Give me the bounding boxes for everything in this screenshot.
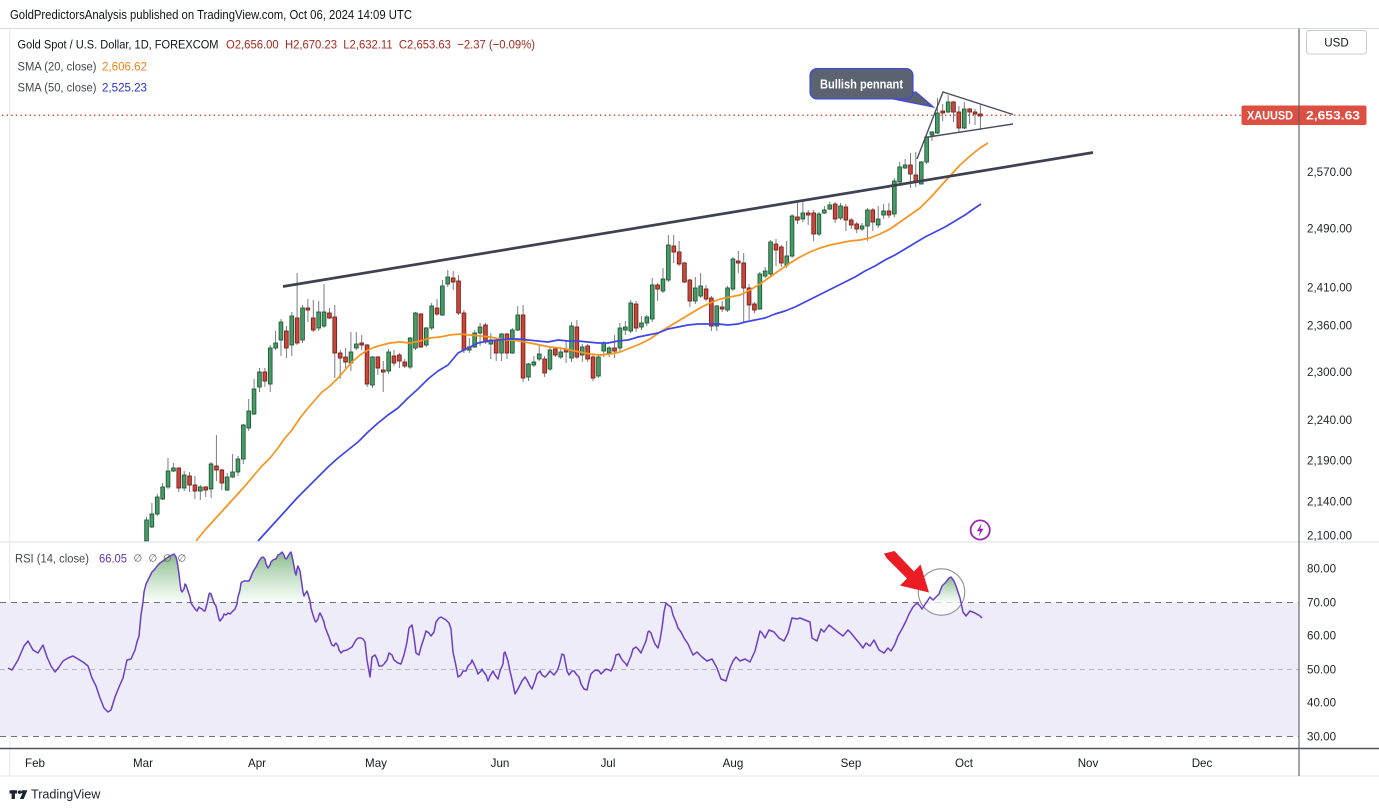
svg-text:Oct: Oct (955, 757, 974, 770)
svg-text:2,653.63: 2,653.63 (1306, 109, 1360, 123)
svg-text:2,300.00: 2,300.00 (1307, 366, 1352, 379)
svg-text:Jul: Jul (601, 757, 616, 770)
svg-text:∅: ∅ (149, 554, 158, 565)
svg-text:SMA (20, close): SMA (20, close) (18, 60, 97, 74)
svg-text:30.00: 30.00 (1307, 731, 1336, 744)
svg-text:2,240.00: 2,240.00 (1307, 414, 1352, 427)
svg-text:2,606.62: 2,606.62 (102, 60, 147, 74)
svg-text:Mar: Mar (133, 757, 153, 770)
svg-text:May: May (365, 757, 387, 770)
svg-text:∅: ∅ (163, 554, 172, 565)
svg-text:40.00: 40.00 (1307, 697, 1336, 710)
svg-text:2,410.00: 2,410.00 (1307, 282, 1352, 295)
svg-text:RSI (14, close): RSI (14, close) (15, 552, 89, 566)
svg-text:GoldPredictorsAnalysis publish: GoldPredictorsAnalysis published on Trad… (10, 8, 412, 22)
svg-text:SMA (50, close): SMA (50, close) (18, 81, 97, 95)
svg-text:60.00: 60.00 (1307, 630, 1336, 643)
svg-text:2,140.00: 2,140.00 (1307, 496, 1352, 509)
svg-text:Sep: Sep (841, 757, 862, 770)
svg-text:2,570.00: 2,570.00 (1307, 166, 1352, 179)
svg-text:66.05: 66.05 (99, 552, 127, 566)
svg-text:∅: ∅ (178, 554, 187, 565)
svg-text:Feb: Feb (25, 757, 45, 770)
svg-text:TradingView: TradingView (31, 788, 101, 802)
svg-text:∅: ∅ (134, 554, 143, 565)
svg-text:2,360.00: 2,360.00 (1307, 320, 1352, 333)
svg-text:2,525.23: 2,525.23 (102, 81, 147, 95)
svg-text:50.00: 50.00 (1307, 664, 1336, 677)
svg-text:Dec: Dec (1192, 757, 1213, 770)
svg-text:Aug: Aug (723, 757, 744, 770)
svg-text:Apr: Apr (248, 757, 266, 770)
svg-text:Gold Spot / U.S. Dollar, 1D, F: Gold Spot / U.S. Dollar, 1D, FOREXCOM (18, 38, 219, 52)
svg-text:2,190.00: 2,190.00 (1307, 455, 1352, 468)
svg-text:Jun: Jun (491, 757, 510, 770)
svg-text:Nov: Nov (1078, 757, 1099, 770)
svg-text:2,100.00: 2,100.00 (1307, 530, 1352, 543)
svg-text:Bullish pennant: Bullish pennant (820, 77, 904, 92)
svg-text:O2,656.00 H2,670.23 L2,632.1: O2,656.00 H2,670.23 L2,632.11 C2,653.63 … (226, 38, 535, 52)
svg-text:USD: USD (1324, 37, 1348, 50)
svg-text:2,490.00: 2,490.00 (1307, 223, 1352, 236)
svg-text:XAUUSD: XAUUSD (1247, 109, 1293, 123)
svg-text:70.00: 70.00 (1307, 597, 1336, 610)
svg-text:80.00: 80.00 (1307, 563, 1336, 576)
